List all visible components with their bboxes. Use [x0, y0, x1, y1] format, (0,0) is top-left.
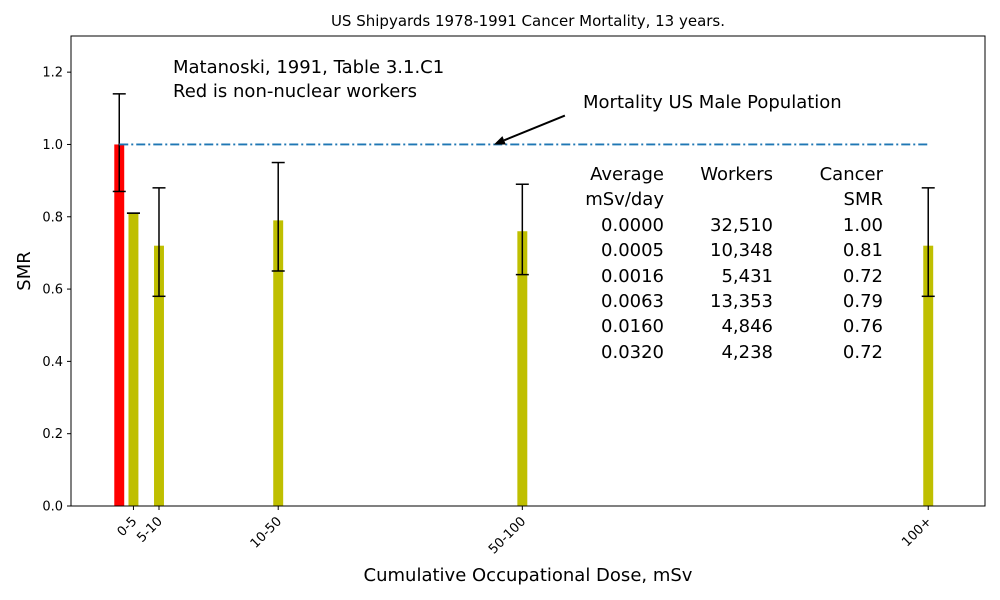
- table-cell-dose: 0.0000: [601, 215, 664, 236]
- source-annotation: Matanoski, 1991, Table 3.1.C1: [173, 57, 444, 78]
- table-cell-dose: 0.0320: [601, 342, 664, 363]
- y-tick-label: 0.6: [42, 283, 63, 298]
- table-cell-dose: 0.0063: [601, 291, 664, 312]
- table-cell-workers: 10,348: [710, 240, 773, 261]
- y-tick-label: 0.8: [42, 210, 63, 225]
- table-cell-smr: 0.72: [843, 342, 883, 363]
- table-header-workers: Workers: [700, 164, 773, 185]
- x-axis-label: Cumulative Occupational Dose, mSv: [364, 565, 693, 586]
- bar-2: [154, 245, 164, 506]
- table-cell-dose: 0.0160: [601, 316, 664, 337]
- annotation-arrow: [493, 114, 566, 145]
- table-cell-workers: 4,238: [721, 342, 773, 363]
- table-cell-smr: 0.76: [843, 316, 883, 337]
- table-cell-smr: 0.72: [843, 266, 883, 287]
- y-tick-label: 0.0: [42, 500, 63, 515]
- table-cell-workers: 13,353: [710, 291, 773, 312]
- dose-table: Average mSv/day Workers Cancer SMR 0.000…: [585, 164, 883, 363]
- y-tick-label: 0.2: [42, 427, 63, 442]
- bar-3: [273, 220, 284, 506]
- legend-note: Red is non-nuclear workers: [173, 81, 417, 102]
- table-header-smr-1: Cancer: [820, 164, 884, 185]
- arrow-head: [493, 136, 506, 145]
- table-cell-workers: 5,431: [721, 266, 773, 287]
- table-cell-smr: 0.79: [843, 291, 883, 312]
- table-cell-smr: 1.00: [843, 215, 883, 236]
- table-cell-workers: 32,510: [710, 215, 773, 236]
- table-cell-smr: 0.81: [843, 240, 883, 261]
- bar-0: [114, 144, 125, 506]
- table-header-dose-2: mSv/day: [585, 189, 664, 210]
- arrow-shaft: [503, 114, 566, 142]
- y-tick-label: 1.2: [42, 66, 63, 81]
- table-header-smr-2: SMR: [844, 189, 883, 210]
- table-cell-dose: 0.0005: [601, 240, 664, 261]
- chart-title: US Shipyards 1978-1991 Cancer Mortality,…: [331, 12, 725, 30]
- y-axis-ticks: 0.0 0.2 0.4 0.6 0.8 1.0 1.2: [42, 66, 71, 515]
- y-tick-label: 0.4: [42, 355, 63, 370]
- table-header-dose-1: Average: [590, 164, 664, 185]
- population-annotation: Mortality US Male Population: [583, 92, 842, 113]
- bar-4: [517, 231, 528, 506]
- error-bars-layer: [112, 93, 935, 298]
- bars-layer: [114, 144, 934, 506]
- bar-1: [128, 213, 139, 506]
- plot-frame: [70, 35, 986, 507]
- table-cell-dose: 0.0016: [601, 266, 664, 287]
- bar-5: [923, 245, 934, 506]
- y-axis-label: SMR: [14, 251, 35, 290]
- y-tick-label: 1.0: [42, 138, 63, 153]
- table-cell-workers: 4,846: [721, 316, 773, 337]
